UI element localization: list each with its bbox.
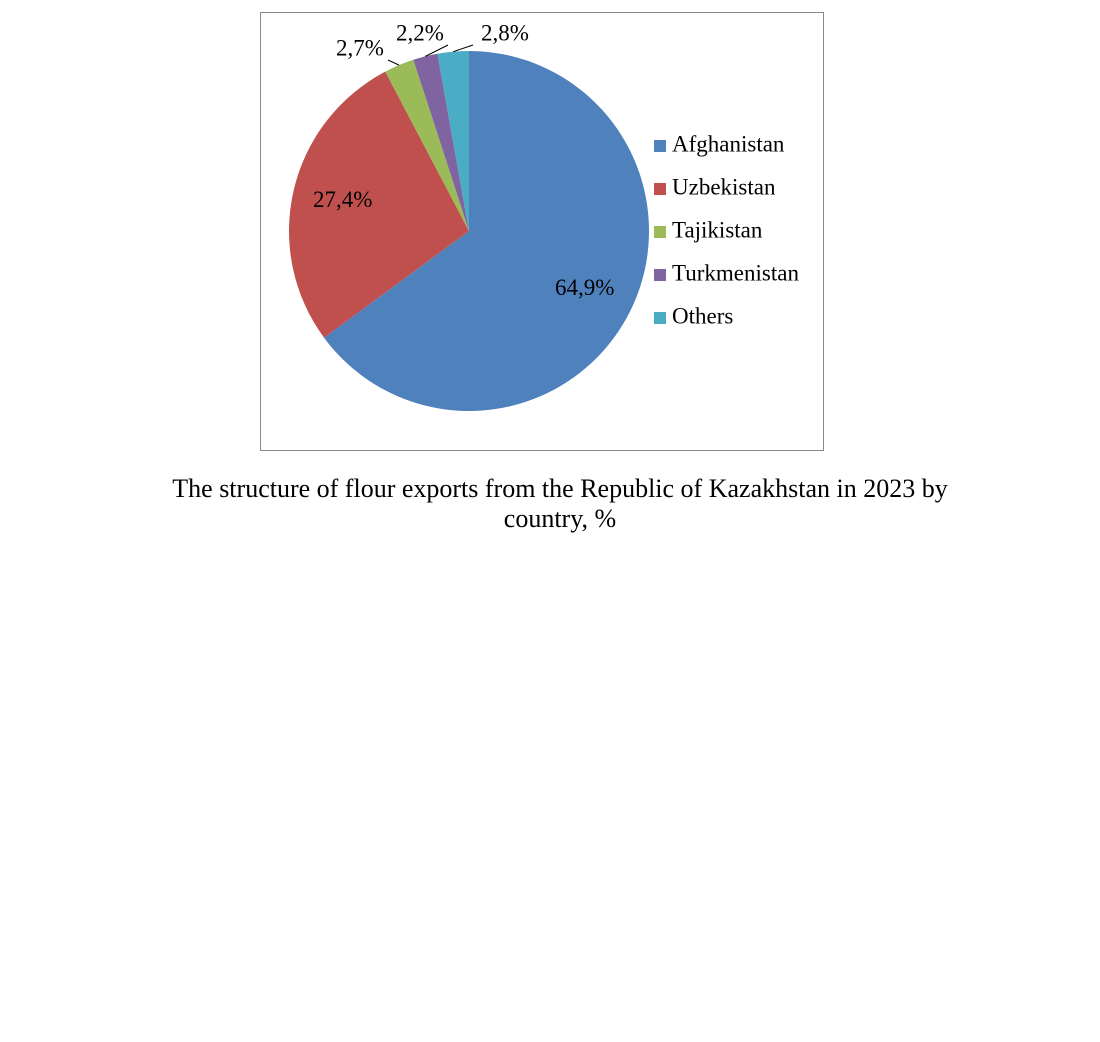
pie-slice xyxy=(413,53,469,232)
leader-line xyxy=(453,44,474,53)
legend-label: Afghanistan xyxy=(672,131,785,156)
legend-swatch xyxy=(654,312,666,324)
legend-swatch xyxy=(654,269,666,281)
data-label: 27,4% xyxy=(313,187,372,212)
legend-swatch xyxy=(654,226,666,238)
legend-label: Tajikistan xyxy=(672,217,763,242)
pie-slice xyxy=(437,51,469,231)
data-label: 2,2% xyxy=(396,20,444,45)
leader-line xyxy=(387,59,400,66)
legend-label: Uzbekistan xyxy=(672,174,776,199)
chart-title: The structure of flour exports from the … xyxy=(172,474,948,533)
leader-line xyxy=(425,44,449,57)
data-label: 64,9% xyxy=(555,275,614,300)
pie-slice xyxy=(324,51,649,411)
legend-swatch xyxy=(654,183,666,195)
chart: 64,9% 27,4% 2,7% 2,2% 2,8% Afghanistan Uzbekis… xyxy=(260,12,824,451)
legend-swatch xyxy=(654,140,666,152)
data-label: 2,7% xyxy=(336,35,384,60)
data-label: 2,8% xyxy=(481,20,529,45)
legend-label: Others xyxy=(672,303,733,328)
legend-label: Turkmenistan xyxy=(672,260,799,285)
pie-slice xyxy=(385,59,469,231)
pie-slice xyxy=(288,71,469,338)
